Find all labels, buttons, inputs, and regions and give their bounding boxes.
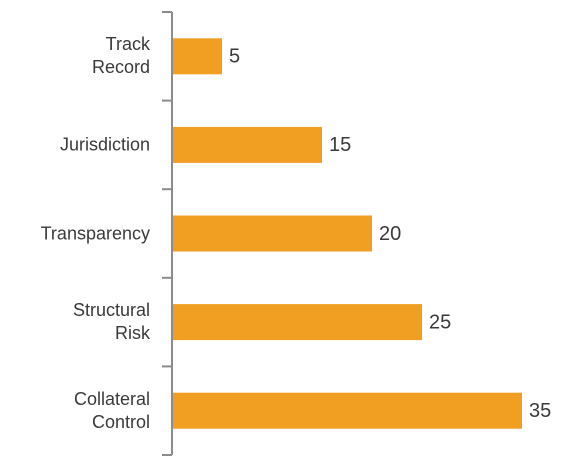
category-label: Jurisdiction [59, 134, 150, 155]
bar [173, 304, 422, 341]
category-label: Collateral Control [73, 388, 150, 432]
bar [173, 215, 372, 252]
value-label: 35 [529, 400, 551, 422]
bar [173, 392, 522, 429]
value-label: 15 [329, 134, 351, 156]
category-label: Transparency [40, 223, 150, 243]
category-label: Structural Risk [72, 300, 150, 344]
bar [173, 38, 222, 75]
value-label: 25 [429, 311, 451, 333]
category-label: Track Record [91, 34, 150, 78]
value-label: 20 [379, 223, 401, 245]
bar [173, 126, 322, 163]
value-label: 5 [229, 46, 240, 68]
